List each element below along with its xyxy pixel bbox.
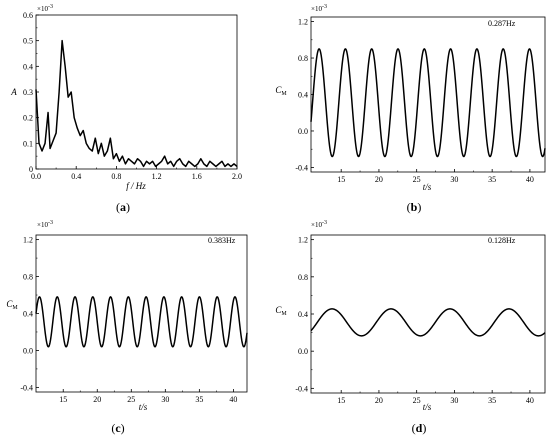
panel-a-x-axis-label: f / Hz: [126, 181, 146, 191]
panel-c-y-tick-label: 0.8: [23, 273, 33, 282]
panel-a-x-tick-label: 2.0: [232, 172, 242, 181]
panel-c-series-line: [35, 296, 248, 348]
panel-a-y-tick-label: 0.1: [23, 139, 33, 148]
panel-c-multiplier: ×10-3: [37, 220, 53, 229]
panel-c-y-tick-label: -0.4: [20, 383, 33, 392]
panel-d-y-tick-label: 0.0: [298, 347, 308, 356]
panel-b-x-tick-label: 20: [375, 175, 383, 184]
panel-b-x-axis-label: t/s: [423, 182, 432, 192]
panel-a-y-axis-label: A: [10, 87, 17, 97]
panel-b-series-line: [310, 48, 546, 158]
panel-b-y-tick-label: -0.4: [295, 163, 308, 172]
panel-a-multiplier: ×10-3: [37, 4, 53, 13]
panel-d-x-tick-label: 15: [337, 396, 345, 405]
panel-c-y-axis-label: CM: [6, 299, 18, 311]
panel-a-caption: (a): [116, 200, 130, 214]
panel-d-y-tick-label: 0.4: [298, 310, 308, 319]
panel-d-x-tick-label: 30: [450, 396, 458, 405]
panel-c-caption: (c): [111, 421, 124, 435]
panel-b-frequency-annotation: 0.287Hz: [488, 19, 516, 28]
panel-d-y-tick-label: 0.8: [298, 273, 308, 282]
panel-d-frequency-annotation: 0.128Hz: [488, 236, 516, 245]
panel-a-x-tick-label: 0.4: [71, 172, 81, 181]
panel-d-x-axis-label: t/s: [423, 402, 432, 412]
panel-a-x-tick-label: 0.0: [31, 172, 41, 181]
panel-b-x-tick-label: 15: [337, 175, 345, 184]
panel-a-x-tick-label: 0.8: [111, 172, 121, 181]
panel-c-x-axis-label: t/s: [139, 402, 148, 412]
panel-d-x-tick-label: 40: [526, 396, 534, 405]
panel-b-y-tick-label: 0.8: [298, 54, 308, 63]
panel-d-y-axis-label: CM: [275, 305, 287, 317]
panel-a-series-line: [35, 39, 238, 168]
panel-b-y-axis-label: CM: [275, 85, 287, 97]
panel-c-x-tick-label: 30: [161, 395, 169, 404]
panel-a-y-tick-label: 0.2: [23, 114, 33, 123]
panel-b-y-tick-label: 0.0: [298, 127, 308, 136]
panel-d-y-tick-label: 1.2: [298, 236, 308, 245]
panel-b-x-tick-label: 25: [413, 175, 421, 184]
panel-b-x-tick-label: 40: [526, 175, 534, 184]
panel-b-multiplier: ×10-3: [311, 4, 327, 13]
panel-a-y-tick-label: 0: [29, 165, 33, 174]
panel-b-caption: (b): [407, 200, 422, 214]
panel-d-x-tick-label: 20: [375, 396, 383, 405]
panel-b-x-tick-label: 35: [488, 175, 496, 184]
panel-d-frame: [310, 234, 546, 394]
panel-c-frame: [35, 234, 248, 393]
panel-a-y-tick-label: 0.6: [23, 11, 33, 20]
panel-a-frame: [35, 14, 238, 170]
panel-a-y-tick-label: 0.5: [23, 37, 33, 46]
panel-c-y-tick-label: 0.4: [23, 310, 33, 319]
panel-b-frame: [310, 16, 546, 173]
panel-a-y-tick-label: 0.4: [23, 62, 33, 71]
panel-c-frequency-annotation: 0.383Hz: [208, 236, 236, 245]
panel-c-x-tick-label: 25: [127, 395, 135, 404]
panel-c-x-tick-label: 15: [59, 395, 67, 404]
panel-d-caption: (d): [412, 421, 427, 435]
panel-a-x-tick-label: 1.6: [192, 172, 202, 181]
panel-d-series-line: [310, 308, 546, 337]
panel-b-y-tick-label: 0.4: [298, 91, 308, 100]
panel-c-x-tick-label: 35: [195, 395, 203, 404]
panel-b-y-tick-label: 1.2: [298, 18, 308, 27]
panel-a-y-tick-label: 0.3: [23, 88, 33, 97]
panel-a-x-tick-label: 1.2: [152, 172, 162, 181]
panel-d-y-tick-label: -0.4: [295, 384, 308, 393]
panel-d-x-tick-label: 25: [413, 396, 421, 405]
panel-d-multiplier: ×10-3: [311, 220, 327, 229]
panel-d-x-tick-label: 35: [488, 396, 496, 405]
panel-c-y-tick-label: 0.0: [23, 346, 33, 355]
panel-c-y-tick-label: 1.2: [23, 236, 33, 245]
panel-c-x-tick-label: 20: [93, 395, 101, 404]
panel-b-x-tick-label: 30: [450, 175, 458, 184]
panel-c-x-tick-label: 40: [229, 395, 237, 404]
